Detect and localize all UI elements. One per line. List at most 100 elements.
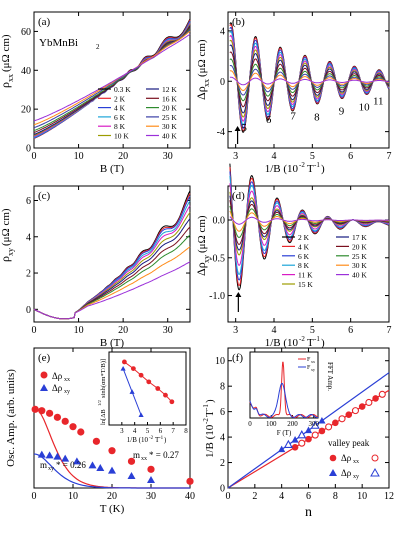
y-axis-label: Δρ bbox=[194, 262, 208, 276]
legend-label: 2 K bbox=[298, 233, 310, 242]
material-label: YbMnBi bbox=[39, 37, 78, 49]
data-point bbox=[77, 428, 85, 436]
inset-x-label: 1/B (10 bbox=[127, 436, 149, 444]
x-tick-label: 3 bbox=[233, 325, 238, 336]
legend-label: 6 K bbox=[298, 252, 310, 261]
legend-marker bbox=[329, 469, 337, 476]
series-line-16K bbox=[33, 26, 191, 133]
y-tick-label: 0 bbox=[220, 77, 225, 88]
legend-label: 12 K bbox=[162, 85, 177, 94]
x-tick-label: 4 bbox=[279, 491, 284, 502]
series-line-40K bbox=[229, 216, 389, 225]
x-tick-label: 10 bbox=[357, 491, 367, 502]
y-axis-label: Osc. Amp. (arb. units) bbox=[5, 369, 17, 467]
valley-point bbox=[318, 416, 326, 424]
x-tick-label: 10 bbox=[68, 491, 78, 502]
data-point bbox=[31, 405, 39, 413]
data-point bbox=[61, 417, 69, 425]
data-point bbox=[53, 452, 62, 460]
peak-point bbox=[351, 407, 360, 415]
x-tick-label: 0 bbox=[32, 151, 37, 162]
annotation-mxx-value: * = 0.27 bbox=[149, 450, 179, 460]
y-tick-label: 10 bbox=[215, 356, 225, 367]
legend-label: Δρ bbox=[52, 383, 63, 393]
inset-point bbox=[138, 372, 144, 378]
x-tick-label: 7 bbox=[387, 151, 392, 162]
legend-label: 2 K bbox=[114, 94, 126, 103]
valley-point bbox=[291, 436, 299, 443]
legend-label: 17 K bbox=[352, 233, 367, 242]
peak-point bbox=[310, 420, 320, 429]
landau-level-label: 9 bbox=[339, 105, 345, 117]
inset-point bbox=[129, 389, 135, 394]
y-axis-label-unit: (μΩ cm) bbox=[196, 39, 208, 77]
x-axis-label: n bbox=[305, 505, 312, 520]
y-axis-label-exp2: -1 bbox=[202, 404, 210, 410]
inset-point bbox=[146, 379, 152, 385]
inset-x-label-t: T bbox=[155, 436, 160, 444]
inset-legend-sub: xy bbox=[311, 367, 315, 372]
panel-a: 0 10 20 30 0 20 40 60 (a) YbMnBi 2 B (T) ρxx (μΩ cm) 0… bbox=[0, 11, 191, 175]
x-tick-label: 10 bbox=[74, 151, 84, 162]
legend-marker bbox=[370, 467, 380, 477]
series-line-30K bbox=[229, 210, 389, 232]
material-subscript: 2 bbox=[96, 43, 100, 51]
x-tick-label: 30 bbox=[163, 151, 173, 162]
series-line-8K bbox=[33, 200, 191, 320]
legend-label: 10 K bbox=[114, 132, 129, 141]
peak-point bbox=[338, 415, 346, 423]
annotation-mxy-value: * = 0.26 bbox=[56, 460, 86, 470]
inset-point bbox=[130, 366, 136, 371]
y-axis-label-sub: xx bbox=[6, 74, 15, 82]
panel-label: (b) bbox=[232, 16, 245, 28]
y-tick-label: 0 bbox=[26, 144, 31, 155]
data-point bbox=[45, 451, 54, 459]
inset-x-tick-label: 300 bbox=[309, 420, 320, 428]
plot-frame bbox=[227, 185, 390, 323]
x-axis-label: 1/B (10 bbox=[265, 337, 299, 349]
data-point bbox=[108, 466, 116, 474]
legend-label: Δρ bbox=[52, 371, 63, 381]
inset-x-label-close: ) bbox=[164, 436, 167, 444]
series-line-10 bbox=[229, 70, 390, 92]
inset-point bbox=[169, 399, 175, 405]
peak-point bbox=[311, 431, 319, 439]
peak-point bbox=[297, 430, 307, 439]
y-tick-label: -0.5 bbox=[209, 253, 225, 264]
x-tick-label: 6 bbox=[306, 491, 311, 502]
series-line-6K bbox=[33, 195, 191, 320]
series-line-20K bbox=[33, 226, 191, 320]
data-point bbox=[127, 472, 136, 479]
panel-label: (a) bbox=[38, 16, 51, 28]
legend-label: 30 K bbox=[162, 122, 177, 131]
valley-point bbox=[332, 419, 339, 427]
annotation-mxy: m bbox=[40, 460, 47, 470]
legend-label: 0.3 K bbox=[114, 85, 131, 94]
panel-label: (d) bbox=[232, 190, 245, 202]
inset-x-tick-label: 8 bbox=[184, 427, 188, 435]
inset-x-label-exp: -2 bbox=[149, 436, 154, 441]
legend-label: 6 K bbox=[114, 113, 126, 122]
inset-x-tick-label: 100 bbox=[266, 420, 277, 428]
x-tick-label: 6 bbox=[348, 151, 353, 162]
annotation-mxy-sub: xy bbox=[48, 466, 54, 472]
x-tick-label: 8 bbox=[333, 491, 338, 502]
x-tick-label: 0 bbox=[32, 491, 37, 502]
y-tick-label: 60 bbox=[21, 27, 31, 38]
data-point bbox=[127, 457, 136, 465]
x-axis-label-close: ) bbox=[321, 163, 325, 175]
inset-x-tick-label: 6 bbox=[159, 427, 163, 435]
inset-x-tick-label: 3 bbox=[120, 427, 124, 435]
data-point bbox=[69, 423, 77, 431]
data-point bbox=[108, 447, 116, 455]
x-tick-label: 10 bbox=[74, 325, 84, 336]
y-tick-label: 4 bbox=[220, 26, 225, 37]
legend-label: Δρ bbox=[341, 453, 352, 463]
y-tick-label: -4 bbox=[217, 127, 225, 138]
panel-label: (e) bbox=[38, 352, 51, 364]
legend-label: 4 K bbox=[114, 104, 126, 113]
inset-x-tick-label: 4 bbox=[133, 427, 137, 435]
